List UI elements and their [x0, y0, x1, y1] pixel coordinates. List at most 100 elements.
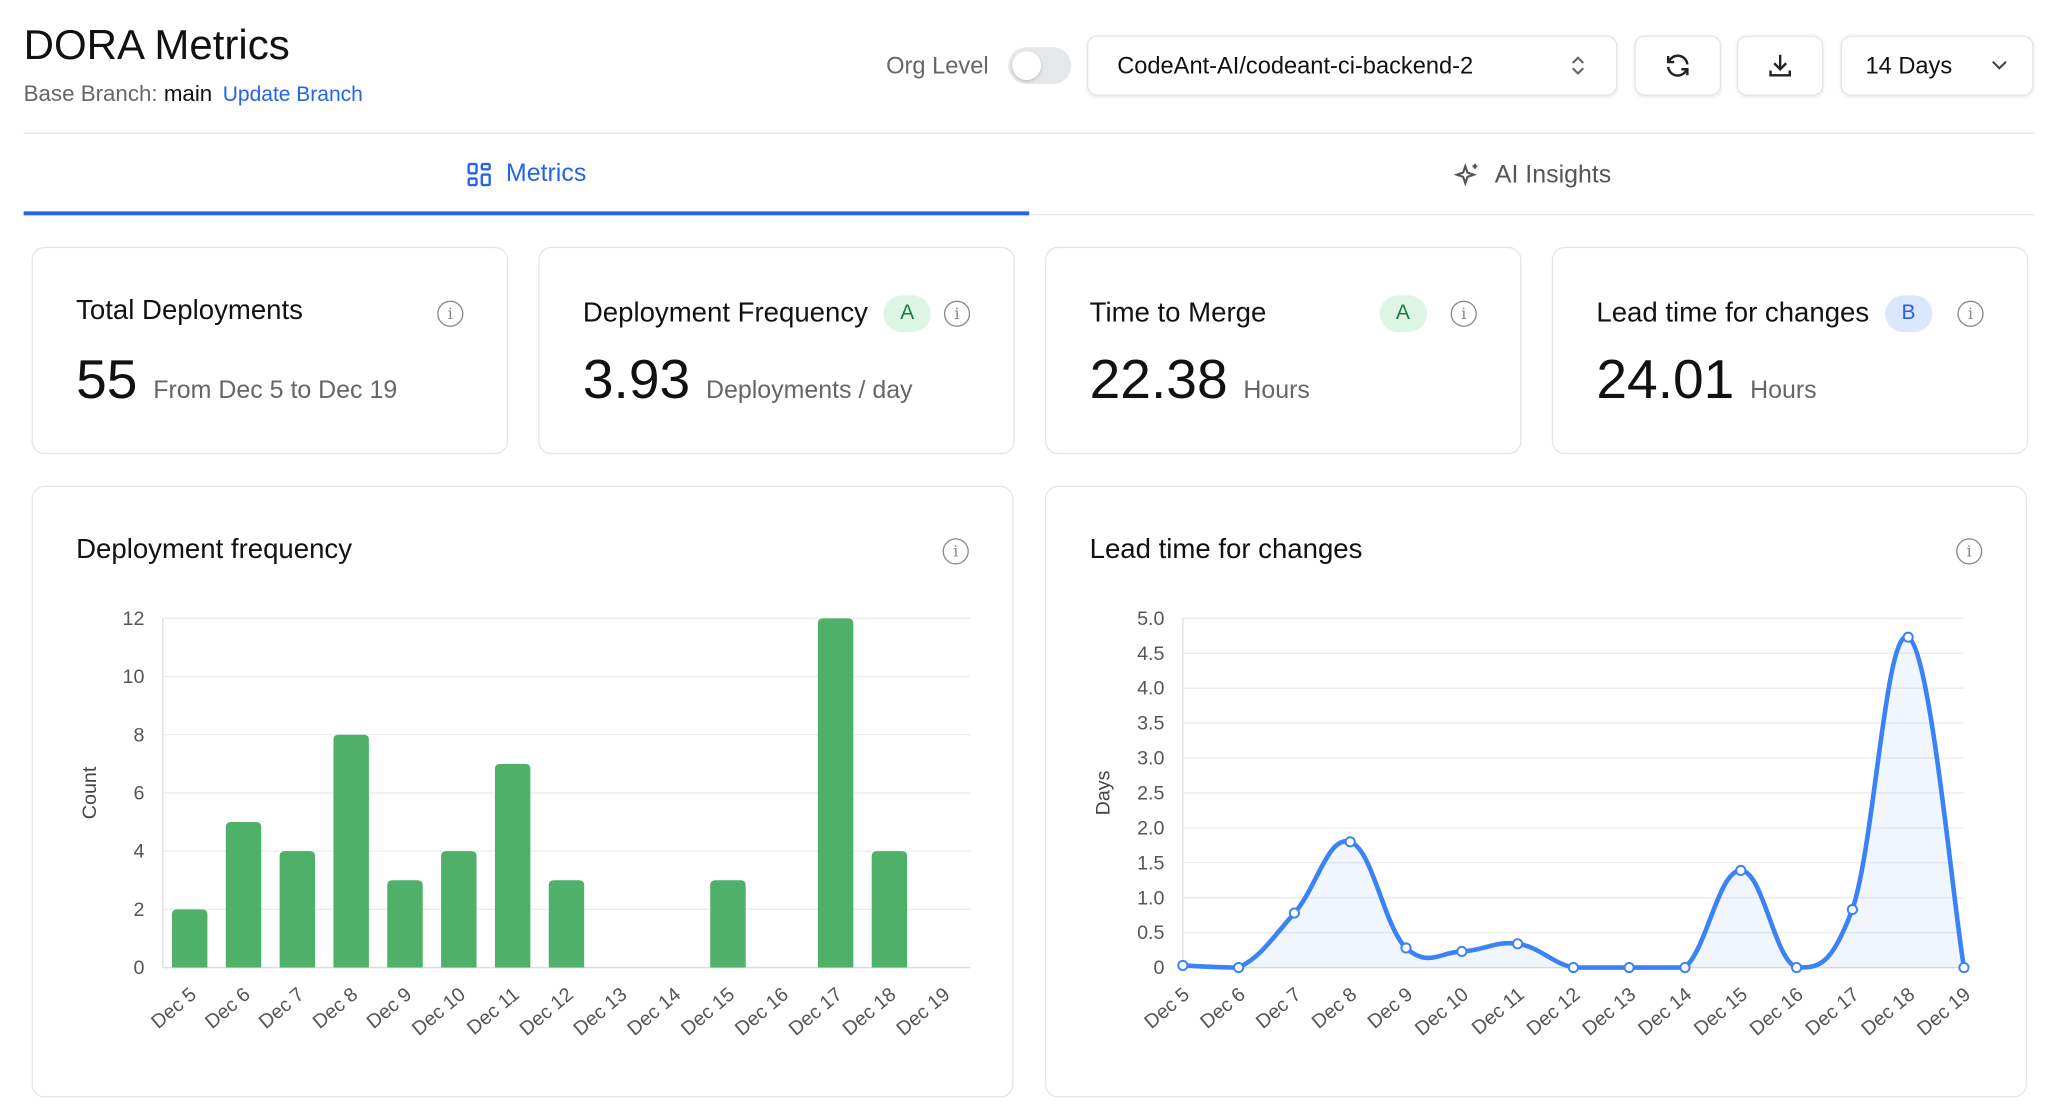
x-tick-label: Dec 7 — [1252, 983, 1306, 1033]
bar — [279, 851, 316, 968]
data-point — [1902, 631, 1914, 643]
repo-select-value: CodeAnt-AI/codeant-ci-backend-2 — [1117, 51, 1474, 79]
y-tick-label: 8 — [133, 724, 144, 746]
refresh-button[interactable] — [1634, 35, 1722, 96]
info-icon[interactable]: i — [1956, 538, 1983, 565]
chart-title: Lead time for changes — [1089, 534, 1363, 565]
bar — [441, 851, 477, 968]
data-point — [1679, 961, 1691, 974]
grid-icon — [467, 162, 492, 186]
grade-badge: A — [883, 295, 931, 333]
x-tick-label: Dec 6 — [201, 983, 255, 1033]
base-branch-label: Base Branch: — [23, 81, 158, 107]
metric-value: 22.38 — [1089, 347, 1228, 410]
x-tick-label: Dec 9 — [1364, 983, 1418, 1033]
x-tick-label: Dec 9 — [363, 983, 417, 1033]
x-tick-label: Dec 8 — [1308, 983, 1362, 1033]
x-tick-label: Dec 19 — [1913, 983, 1975, 1040]
y-tick-label: 4.5 — [1137, 643, 1164, 665]
x-tick-label: Dec 17 — [785, 983, 847, 1040]
metric-value: 3.93 — [582, 347, 691, 410]
metric-card-lead-time: Lead time for changes B i 24.01 Hours — [1551, 246, 2029, 455]
metric-value: 55 — [76, 347, 138, 410]
metric-card-time-to-merge: Time to Merge A i 22.38 Hours — [1044, 246, 1522, 455]
y-tick-label: 4 — [133, 841, 144, 863]
metric-unit: From Dec 5 to Dec 19 — [153, 376, 398, 405]
data-point — [1735, 864, 1747, 877]
y-tick-label: 5.0 — [1137, 608, 1164, 630]
y-tick-label: 0.5 — [1137, 922, 1164, 944]
metric-title: Time to Merge — [1089, 298, 1267, 329]
metric-card-total-deployments: Total Deployments i 55 From Dec 5 to Dec … — [31, 246, 509, 455]
tab-metrics[interactable]: Metrics — [23, 137, 1030, 216]
data-point — [1512, 938, 1524, 950]
y-tick-label: 12 — [123, 608, 145, 630]
y-tick-label: 3.5 — [1137, 713, 1164, 735]
x-tick-label: Dec 10 — [1411, 983, 1473, 1040]
x-tick-label: Dec 12 — [1523, 983, 1585, 1040]
y-tick-label: 0 — [133, 957, 144, 979]
x-tick-label: Dec 13 — [569, 983, 631, 1040]
lead-time-chart: 0 0.5 1.0 1.5 2.0 2.5 3.0 3.5 4.0 4.5 5.0 Days Dec 5… — [1092, 608, 1975, 1040]
y-tick-label: 2.0 — [1137, 817, 1164, 839]
metric-title: Total Deployments — [76, 295, 303, 326]
data-point — [1846, 903, 1858, 916]
download-button[interactable] — [1736, 35, 1824, 96]
x-tick-label: Dec 16 — [731, 983, 793, 1040]
y-tick-label: 3.0 — [1137, 748, 1164, 770]
tab-ai-insights[interactable]: AI Insights — [1029, 137, 2035, 216]
bar — [710, 880, 746, 968]
base-branch-value: main — [163, 81, 213, 107]
org-level-toggle[interactable] — [1008, 47, 1072, 85]
bar — [387, 880, 423, 968]
date-range-select[interactable]: 14 Days — [1840, 35, 2034, 96]
x-tick-label: Dec 17 — [1802, 983, 1864, 1040]
data-point — [1567, 961, 1579, 974]
info-icon[interactable]: i — [1450, 300, 1477, 327]
page-title: DORA Metrics — [23, 21, 290, 69]
bar — [225, 822, 262, 968]
x-tick-label: Dec 12 — [516, 983, 578, 1040]
org-level-label: Org Level — [886, 52, 989, 79]
info-icon[interactable]: i — [943, 300, 971, 327]
info-icon[interactable]: i — [437, 300, 464, 327]
x-tick-label: Dec 16 — [1746, 983, 1808, 1040]
x-tick-label: Dec 5 — [1140, 983, 1194, 1033]
metric-title: Deployment Frequency — [582, 298, 868, 329]
y-tick-label: 6 — [133, 782, 144, 804]
y-axis-label: Days — [1092, 770, 1114, 815]
grade-badge: A — [1379, 295, 1427, 333]
info-icon[interactable]: i — [1957, 300, 1984, 327]
bar — [817, 618, 854, 968]
bar — [548, 880, 585, 968]
x-tick-label: Dec 5 — [147, 983, 201, 1033]
metric-title: Lead time for changes — [1596, 298, 1870, 329]
data-point — [1344, 836, 1356, 848]
y-tick-label: 2.5 — [1137, 782, 1164, 804]
y-tick-label: 2 — [133, 899, 144, 921]
x-tick-label: Dec 11 — [463, 983, 524, 1039]
info-icon[interactable]: i — [942, 538, 969, 565]
x-tick-label: Dec 6 — [1196, 983, 1250, 1033]
data-point — [1623, 961, 1635, 974]
bar — [871, 851, 908, 968]
y-tick-label: 4.0 — [1137, 678, 1164, 700]
chart-title: Deployment frequency — [76, 534, 352, 565]
divider — [23, 132, 2035, 134]
update-branch-link[interactable]: Update Branch — [222, 84, 363, 107]
x-tick-label: Dec 15 — [1690, 983, 1752, 1040]
data-point — [1400, 942, 1412, 954]
metric-unit: Hours — [1750, 376, 1817, 405]
base-branch: Base Branch: main Update Branch — [24, 81, 363, 107]
line-area — [1182, 636, 1964, 968]
tab-ai-insights-label: AI Insights — [1494, 161, 1612, 190]
data-point — [1288, 907, 1301, 919]
grade-badge: B — [1884, 295, 1933, 333]
date-range-value: 14 Days — [1865, 51, 1953, 79]
repo-select[interactable]: CodeAnt-AI/codeant-ci-backend-2 — [1086, 35, 1618, 96]
x-tick-label: Dec 13 — [1578, 983, 1640, 1040]
y-tick-label: 10 — [123, 666, 145, 688]
x-tick-label: Dec 18 — [1857, 983, 1919, 1040]
bar — [171, 909, 208, 968]
